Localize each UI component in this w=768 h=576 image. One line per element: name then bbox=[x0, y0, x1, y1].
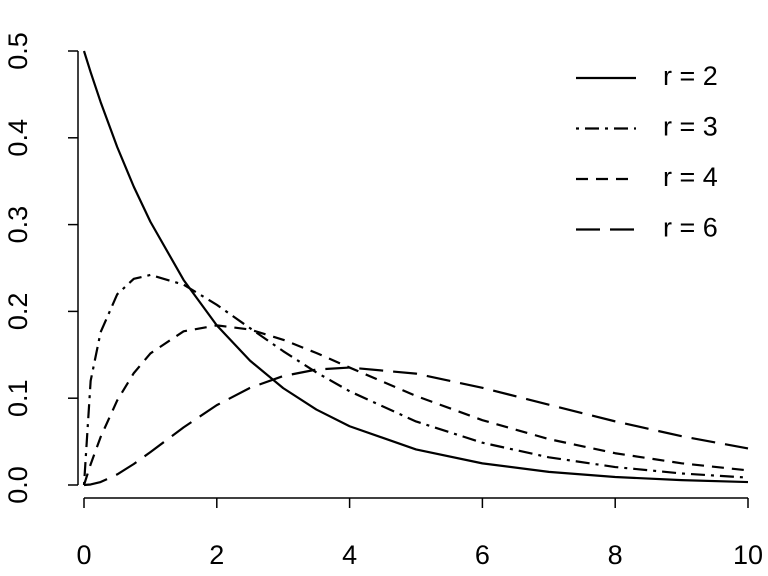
legend-label: r = 4 bbox=[663, 162, 718, 192]
legend-label: r = 2 bbox=[663, 61, 718, 91]
x-tick-label: 0 bbox=[76, 540, 91, 570]
y-tick-label: 0.0 bbox=[3, 466, 33, 504]
data-line bbox=[82, 50, 749, 484]
x-tick-label: 6 bbox=[475, 540, 490, 570]
data-line bbox=[82, 324, 749, 486]
y-tick-label: 0.4 bbox=[3, 119, 33, 157]
legend-label: r = 6 bbox=[663, 213, 718, 243]
x-tick-label: 8 bbox=[608, 540, 623, 570]
data-line bbox=[83, 366, 749, 487]
y-tick-label: 0.3 bbox=[3, 206, 33, 244]
x-tick-label: 10 bbox=[733, 540, 763, 570]
y-tick-label: 0.1 bbox=[3, 379, 33, 417]
x-tick-label: 4 bbox=[342, 540, 357, 570]
data-line bbox=[82, 273, 749, 486]
legend-label: r = 3 bbox=[663, 112, 718, 142]
y-tick-label: 0.2 bbox=[3, 293, 33, 331]
x-tick-label: 2 bbox=[209, 540, 224, 570]
y-tick-label: 0.5 bbox=[3, 32, 33, 70]
